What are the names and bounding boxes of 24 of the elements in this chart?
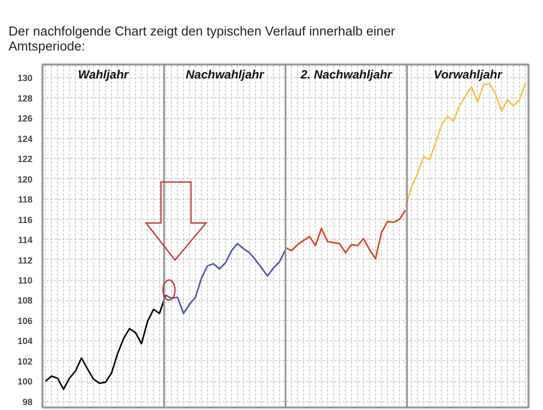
y-tick-label: 124 <box>17 134 33 144</box>
y-tick-label: 116 <box>18 214 33 225</box>
y-tick-label: 112 <box>18 255 33 266</box>
y-tick-label: 118 <box>18 194 33 205</box>
line-series <box>284 209 406 260</box>
y-tick-label: 100 <box>17 376 33 387</box>
line-series <box>404 82 526 208</box>
chart-title: Der nachfolgende Chart zeigt den typischen Verlauf innerhalb einer Amtsperiode: <box>8 24 396 54</box>
y-tick-label: 128 <box>17 93 33 104</box>
y-tick-label: 98 <box>22 396 33 407</box>
annotation: Nachwahljahr <box>186 68 266 82</box>
y-tick-label: 108 <box>17 296 33 306</box>
y-tick-label: 110 <box>18 276 33 286</box>
y-tick-label: 126 <box>17 114 33 124</box>
annotation: Vorwahljahr <box>434 68 504 82</box>
y-tick-label: 104 <box>17 336 33 346</box>
annotation: 2. Nachwahljahr <box>300 68 394 82</box>
y-tick-label: 120 <box>17 174 33 184</box>
y-tick-label: 122 <box>17 154 33 164</box>
y-tick-label: 130 <box>17 73 33 84</box>
y-tick-label: 106 <box>17 316 33 326</box>
y-tick-label: 102 <box>17 356 33 366</box>
annotation: Wahljahr <box>78 68 130 82</box>
y-tick-label: 114 <box>18 235 33 246</box>
